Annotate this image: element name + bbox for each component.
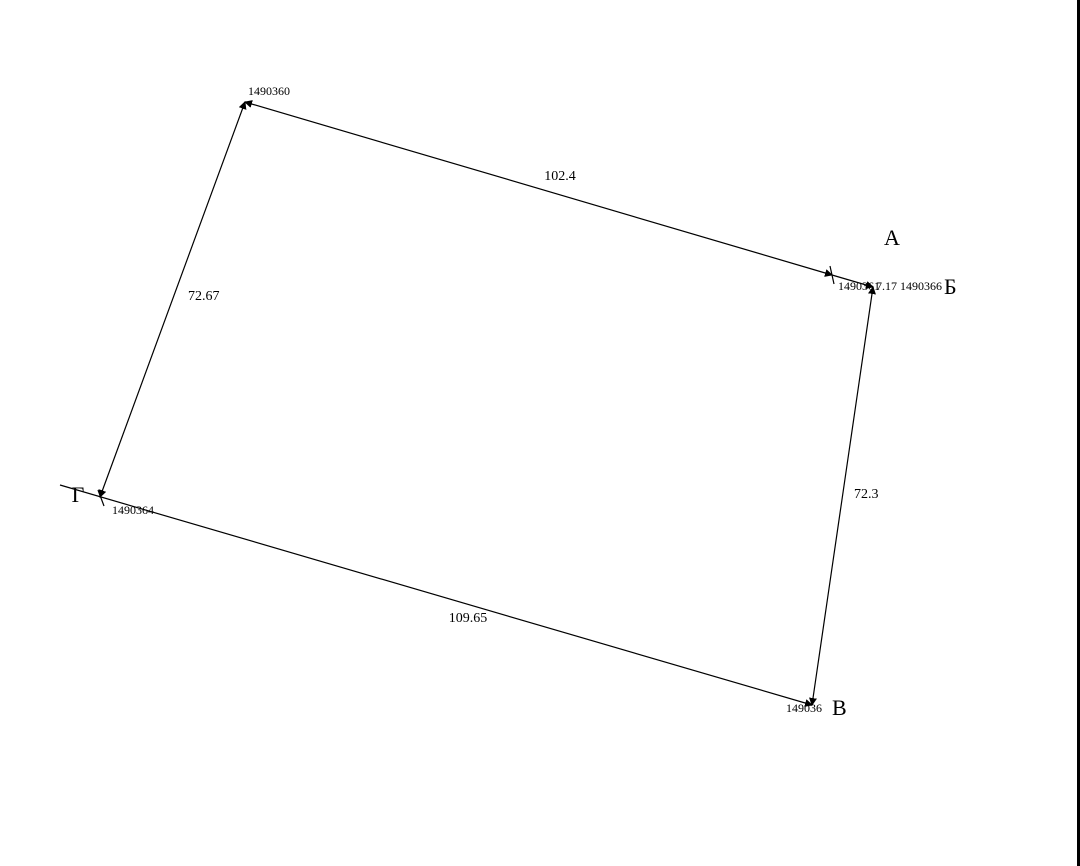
pid-bottom-right: 149036 xyxy=(786,701,822,715)
corner-g: Г xyxy=(72,482,85,507)
edge-top xyxy=(245,102,832,275)
corner-a: А xyxy=(884,225,900,250)
edge-bottom xyxy=(60,485,812,705)
pid-top-left: 1490360 xyxy=(248,84,290,98)
dim-left: 72.67 xyxy=(188,289,220,304)
corner-v: В xyxy=(832,695,847,720)
pid-bottom-left: 1490364 xyxy=(112,503,154,517)
pid-short-dim: 7.17 xyxy=(876,279,897,293)
pid-top-right-a: 1490361 xyxy=(838,279,880,293)
edge-left xyxy=(100,102,245,497)
dim-right: 72.3 xyxy=(854,487,879,502)
dim-bottom: 109.65 xyxy=(449,611,488,626)
survey-plot: 102.4 72.67 109.65 72.3 1490360 1490361 … xyxy=(0,0,1080,866)
dim-top: 102.4 xyxy=(544,169,576,184)
pid-top-right-b: 1490366 xyxy=(900,279,942,293)
corner-b: Б xyxy=(944,274,957,299)
